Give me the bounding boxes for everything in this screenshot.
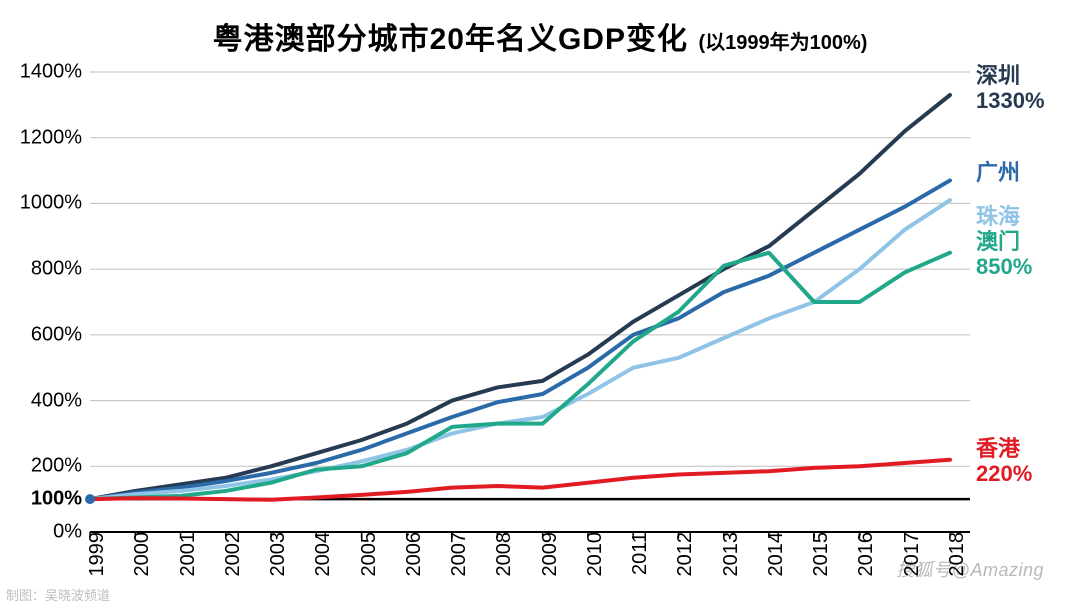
series-label-shenzhen: 深圳1330% [976,63,1045,114]
x-tick-label: 2004 [308,532,335,577]
series-line-macau [90,253,950,499]
start-marker [85,494,95,504]
series-label-zhuhai: 珠海 [976,204,1020,229]
x-tick-label: 2014 [761,532,788,577]
x-tick-label: 2002 [218,532,245,577]
x-tick-label: 2007 [444,532,471,577]
chart-svg [90,72,970,532]
credit-text: 制图：吴晓波频道 [6,585,110,604]
y-tick-label: 600% [31,323,82,346]
title-sub: (以1999年为100%) [698,32,867,54]
x-tick-label: 1999 [82,532,109,577]
y-tick-label: 200% [31,455,82,478]
x-tick-label: 2016 [851,532,878,577]
x-tick-label: 2009 [535,532,562,577]
series-name: 珠海 [976,204,1020,229]
x-tick-label: 2010 [580,532,607,577]
chart-title: 粤港澳部分城市20年名义GDP变化 (以1999年为100%) [0,14,1080,58]
y-tick-label: 400% [31,389,82,412]
x-tick-label: 2006 [399,532,426,577]
series-name: 澳门 [976,229,1032,254]
series-end-value: 850% [976,254,1032,279]
series-label-guangzhou: 广州 [976,160,1020,185]
watermark-text: 搜狐号@Amazing [896,556,1044,582]
y-tick-label: 1200% [20,126,82,149]
series-name: 香港 [976,436,1032,461]
x-tick-label: 2012 [670,532,697,577]
y-tick-label: 0% [53,521,82,544]
x-tick-label: 2000 [127,532,154,577]
x-tick-label: 2011 [625,532,652,575]
series-end-value: 220% [976,461,1032,486]
series-label-macau: 澳门850% [976,229,1032,280]
x-tick-label: 2003 [263,532,290,577]
y-tick-label: 1400% [20,61,82,84]
x-tick-label: 2015 [806,532,833,577]
chart-container: 粤港澳部分城市20年名义GDP变化 (以1999年为100%) 0%100%20… [0,0,1080,608]
x-tick-label: 2013 [716,532,743,577]
y-tick-label: 100% [31,488,82,511]
title-main: 粤港澳部分城市20年名义GDP变化 [213,23,688,56]
plot-area: 0%100%200%400%600%800%1000%1200%1400%199… [90,72,970,532]
x-tick-label: 2005 [354,532,381,577]
series-line-guangzhou [90,180,950,499]
series-name: 深圳 [976,63,1045,88]
x-tick-label: 2008 [489,532,516,577]
y-tick-label: 800% [31,258,82,281]
series-end-value: 1330% [976,88,1045,113]
series-name: 广州 [976,160,1020,185]
series-label-hongkong: 香港220% [976,436,1032,487]
x-tick-label: 2001 [173,532,200,577]
y-tick-label: 1000% [20,192,82,215]
series-line-zhuhai [90,200,950,499]
